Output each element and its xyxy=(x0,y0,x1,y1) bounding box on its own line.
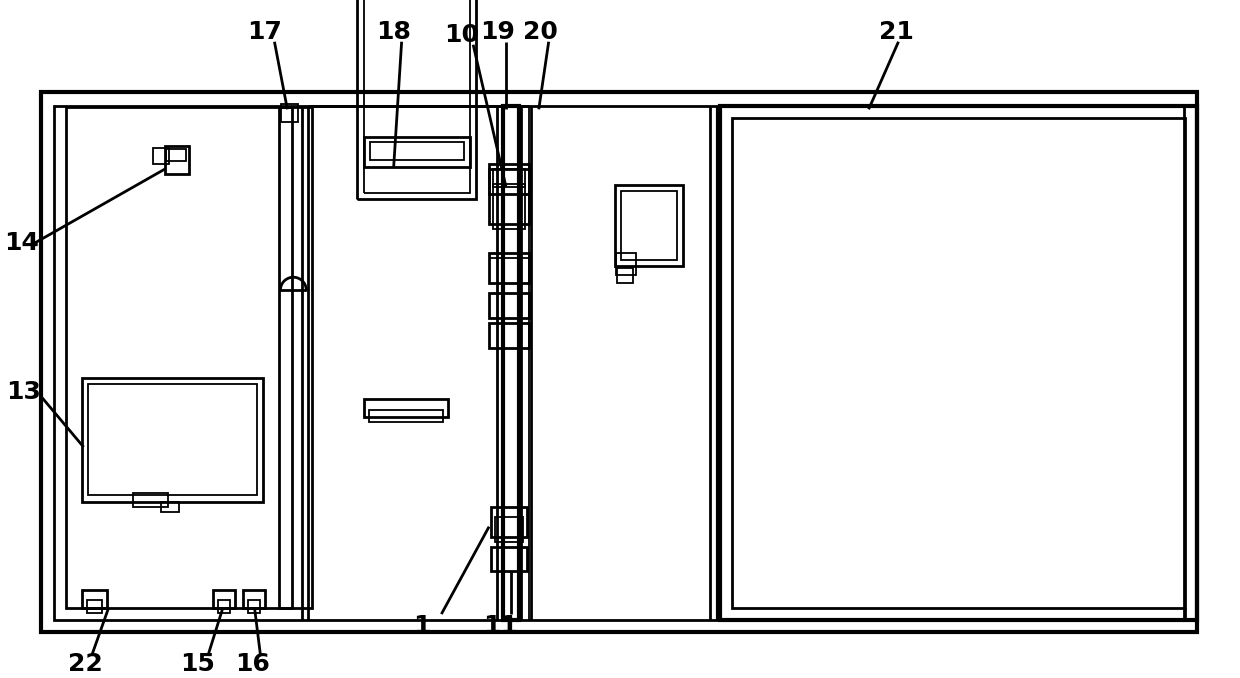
Bar xyxy=(357,0,476,199)
Bar xyxy=(489,323,528,348)
Bar xyxy=(494,169,525,187)
Text: 16: 16 xyxy=(236,652,270,676)
Bar xyxy=(363,0,470,193)
Bar xyxy=(166,149,186,161)
Text: 21: 21 xyxy=(879,20,914,44)
Bar xyxy=(494,184,525,228)
Bar xyxy=(279,107,293,608)
Bar xyxy=(719,106,1197,620)
Bar xyxy=(616,254,636,275)
Bar xyxy=(82,591,107,608)
Bar xyxy=(66,107,312,608)
Text: 15: 15 xyxy=(181,652,216,676)
Text: 20: 20 xyxy=(523,20,558,44)
Bar xyxy=(161,502,179,512)
Bar xyxy=(489,293,528,318)
Text: 1: 1 xyxy=(413,614,430,638)
Bar xyxy=(491,506,527,536)
Bar xyxy=(618,268,634,283)
Bar xyxy=(213,591,234,608)
Text: 19: 19 xyxy=(481,20,516,44)
Text: 14: 14 xyxy=(5,231,40,256)
Bar xyxy=(495,517,523,542)
Bar xyxy=(503,106,518,620)
Bar xyxy=(489,254,528,283)
Bar xyxy=(243,591,264,608)
Bar xyxy=(621,191,677,260)
Bar xyxy=(82,378,263,502)
Bar xyxy=(41,92,1197,632)
Bar xyxy=(363,399,449,418)
Bar xyxy=(248,600,259,613)
Bar xyxy=(88,384,257,495)
Text: 22: 22 xyxy=(68,652,103,676)
Bar xyxy=(154,148,169,164)
Bar xyxy=(363,137,470,167)
Bar xyxy=(87,600,102,613)
Bar xyxy=(281,104,299,122)
Bar xyxy=(370,142,464,160)
Text: 11: 11 xyxy=(484,614,518,638)
Bar xyxy=(489,169,528,224)
Text: 17: 17 xyxy=(247,20,281,44)
Bar xyxy=(615,185,683,266)
Bar xyxy=(491,546,527,572)
Bar xyxy=(53,106,1184,620)
Bar xyxy=(489,164,528,194)
Bar xyxy=(368,410,444,422)
Bar xyxy=(732,118,1184,608)
Bar xyxy=(134,493,169,506)
Text: 13: 13 xyxy=(6,380,41,405)
Text: 18: 18 xyxy=(376,20,412,44)
Bar xyxy=(218,600,229,613)
Bar xyxy=(165,146,188,174)
Text: 10: 10 xyxy=(444,23,479,47)
